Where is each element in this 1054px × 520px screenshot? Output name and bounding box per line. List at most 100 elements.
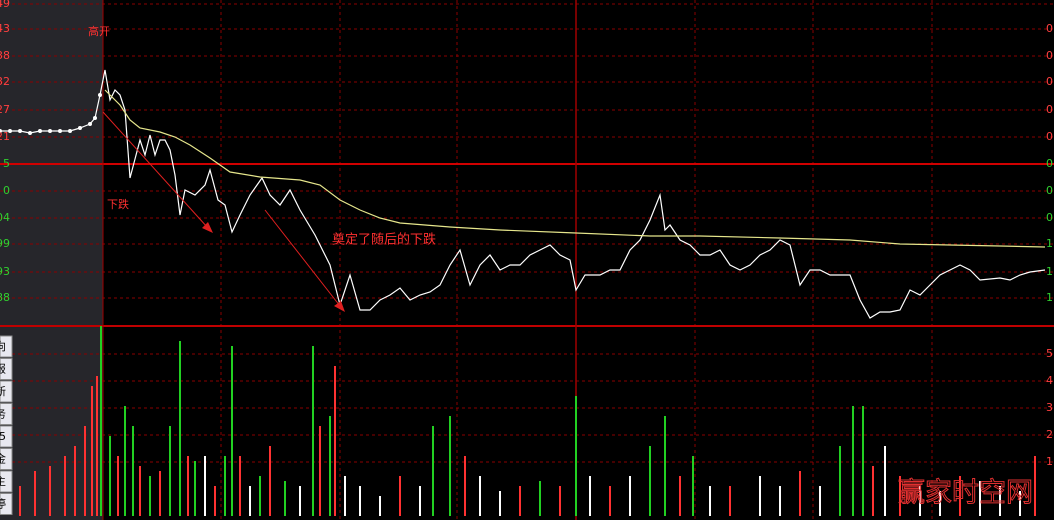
volume-bar (519, 486, 521, 516)
y-tick-label: 43 (0, 22, 10, 35)
volume-bar (100, 326, 102, 516)
volume-bar (379, 496, 381, 516)
side-tab (0, 380, 13, 403)
volume-bar (872, 466, 874, 516)
annotation: 奠定了随后的下跌 (332, 232, 436, 248)
volume-bar (49, 466, 51, 516)
volume-bar (1019, 491, 1021, 516)
volume-bar (692, 456, 694, 516)
y-tick-label: 0 (3, 184, 10, 197)
volume-bar (117, 456, 119, 516)
volume-bar (204, 456, 206, 516)
y2-tick-label: 1 (1046, 237, 1053, 250)
y-tick-label: 04 (0, 211, 10, 224)
y2-tick-label: 1 (1046, 291, 1053, 304)
y2-tick-label: 0 (1046, 157, 1053, 170)
volume-bar (74, 446, 76, 516)
y-tick-label: 49 (0, 0, 10, 10)
pre-dot (0, 129, 2, 133)
volume-bar (759, 476, 761, 516)
volume-bar (609, 486, 611, 516)
y2-tick-label: 0 (1046, 22, 1053, 35)
volume-bar (1034, 456, 1036, 516)
volume-bar (862, 406, 864, 516)
annotation: 高开 (88, 24, 110, 38)
volume-bar (679, 476, 681, 516)
volume-bar (999, 486, 1001, 516)
y-tick-label: 99 (0, 237, 10, 250)
y-tick-label: 93 (0, 265, 10, 278)
y-tick-label: 5 (3, 157, 10, 170)
marks (0, 69, 1046, 516)
volume-bar (399, 476, 401, 516)
volume-bar (259, 476, 261, 516)
volume-bar (284, 481, 286, 516)
volume-bar (939, 491, 941, 516)
y-tick-label: 4 (1046, 374, 1053, 387)
pre-dot (28, 131, 32, 135)
price-line (104, 89, 1046, 248)
volume-bar (109, 436, 111, 516)
volume-bar (839, 446, 841, 516)
y-tick-label: 27 (0, 103, 10, 116)
y-tick-label: 1 (1046, 455, 1053, 468)
y-tick-label: 5 (1046, 347, 1053, 360)
side-tab-label: 停 (0, 497, 6, 511)
pre-dot (98, 93, 102, 97)
volume-bar (194, 461, 196, 516)
side-tab-label: 金 (0, 452, 6, 466)
volume-bar (159, 471, 161, 516)
arrow (264, 209, 341, 307)
arrow-head (202, 222, 213, 233)
pre-dot (93, 116, 97, 120)
volume-bar (19, 486, 21, 516)
volume-bar (884, 446, 886, 516)
volume-bar (319, 426, 321, 516)
y2-tick-label: 0 (1046, 75, 1053, 88)
volume-bar (419, 486, 421, 516)
pre-dot (78, 126, 82, 130)
y-tick-label: 88 (0, 291, 10, 304)
volume-bar (799, 471, 801, 516)
volume-bar (149, 476, 151, 516)
volume-bar (499, 491, 501, 516)
volume-bar (979, 481, 981, 516)
volume-bar (664, 416, 666, 516)
y-tick-label: 3 (1046, 401, 1053, 414)
volume-bar (64, 456, 66, 516)
volume-bar (852, 406, 854, 516)
volume-bar (239, 456, 241, 516)
y2-tick-label: 0 (1046, 49, 1053, 62)
pre-dot (38, 129, 42, 133)
volume-bar (169, 426, 171, 516)
pre-dot (8, 129, 12, 133)
volume-bar (312, 346, 314, 516)
volume-bar (479, 476, 481, 516)
side-tab-label: 务 (0, 408, 6, 421)
volume-bar (819, 486, 821, 516)
pre-dot (48, 129, 52, 133)
y2-tick-label: 0 (1046, 184, 1053, 197)
y-tick-label: 2 (1046, 428, 1053, 441)
volume-bar (179, 341, 181, 516)
side-tab-label: 向 (0, 339, 6, 353)
y2-tick-label: 0 (1046, 103, 1053, 116)
volume-bar (329, 416, 331, 516)
volume-bar (269, 446, 271, 516)
side-tab-label: 报 (0, 362, 6, 376)
pre-market-area (0, 0, 103, 520)
volume-bar (432, 426, 434, 516)
volume-bar (959, 476, 961, 516)
volume-bar (629, 476, 631, 516)
volume-bar (84, 426, 86, 516)
side-tab-label: 5 (0, 430, 6, 443)
arrow-head (334, 301, 345, 312)
side-tab-label: 主 (0, 475, 6, 488)
side-tab (0, 403, 13, 425)
watermark: 赢家时空网 (898, 478, 1033, 509)
volume-bar (214, 486, 216, 516)
side-tab (0, 358, 13, 380)
pre-dot (58, 129, 62, 133)
